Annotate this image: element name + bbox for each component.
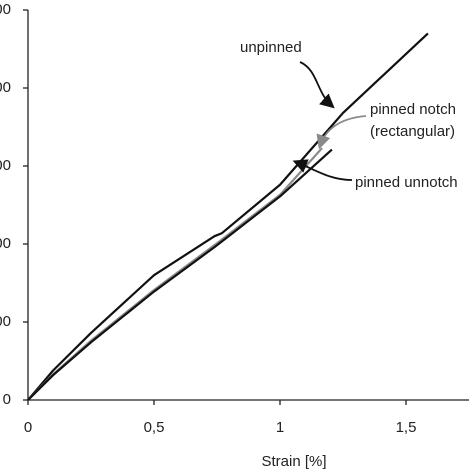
y-tick-label: 300 bbox=[0, 157, 11, 174]
annotation: pinned unnotch bbox=[355, 174, 458, 191]
y-tick-label: 200 bbox=[0, 235, 11, 252]
y-tick-label: 400 bbox=[0, 79, 11, 96]
data-line bbox=[27, 148, 333, 401]
arrow bbox=[299, 61, 335, 109]
y-tick-label: 0 bbox=[3, 391, 11, 408]
arrow bbox=[316, 115, 367, 150]
y-tick-label: 500 bbox=[0, 1, 11, 18]
x-tick-label: 1,5 bbox=[396, 419, 417, 436]
x-axis-label: Strain [%] bbox=[261, 453, 326, 470]
x-tick-label: 1 bbox=[276, 419, 284, 436]
x-tick-label: 0 bbox=[24, 419, 32, 436]
x-tick-label: 0,5 bbox=[144, 419, 165, 436]
annotation: pinned notch bbox=[370, 101, 456, 118]
annotation: unpinned bbox=[240, 39, 302, 56]
annotation: (rectangular) bbox=[370, 123, 455, 140]
y-tick-label: 100 bbox=[0, 313, 11, 330]
arrow bbox=[292, 159, 353, 181]
